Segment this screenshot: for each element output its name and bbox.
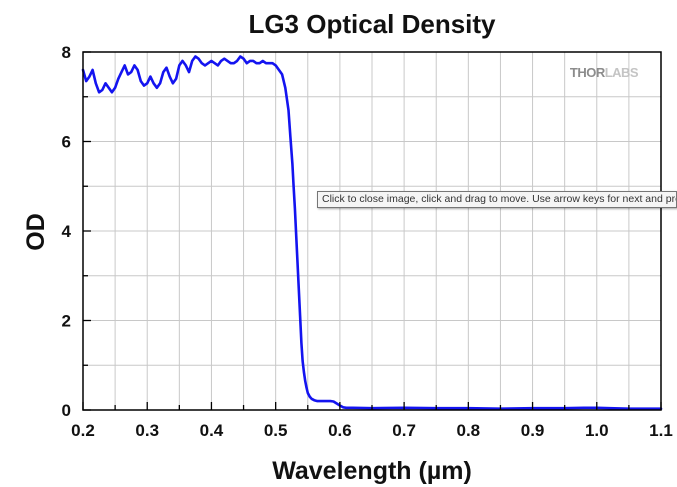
od-series-line <box>81 55 663 410</box>
y-tick-label: 0 <box>62 401 71 420</box>
x-tick-label: 0.2 <box>71 421 95 440</box>
y-axis-label: OD <box>22 213 50 251</box>
image-viewer-tooltip[interactable]: Click to close image, click and drag to … <box>317 191 677 208</box>
x-tick-label: 0.3 <box>135 421 159 440</box>
y-tick-label: 2 <box>62 312 71 331</box>
x-tick-label: 0.6 <box>328 421 352 440</box>
plot-area-frame <box>82 51 662 411</box>
x-tick-label: 0.9 <box>521 421 545 440</box>
y-tick-label: 8 <box>62 43 71 62</box>
x-tick-label: 0.4 <box>200 421 224 440</box>
y-tick-label: 6 <box>62 133 71 152</box>
y-tick-labels: 0 2 4 6 8 <box>62 43 72 420</box>
x-tick-labels: 0.2 0.3 0.4 0.5 0.6 0.7 0.8 0.9 1.0 1.1 <box>71 421 673 440</box>
x-tick-label: 0.5 <box>264 421 288 440</box>
x-tick-label: 0.7 <box>392 421 416 440</box>
chart-title: LG3 Optical Density <box>248 9 496 39</box>
x-tick-label: 1.0 <box>585 421 609 440</box>
x-tick-label: 0.8 <box>457 421 481 440</box>
y-tick-label: 4 <box>62 222 72 241</box>
grid <box>82 51 662 411</box>
watermark-thor: THOR <box>570 65 606 80</box>
x-tick-label: 1.1 <box>649 421 673 440</box>
watermark-logo: THORLABS <box>570 65 640 80</box>
watermark-labs: LABS <box>605 65 639 80</box>
svg-text:THORLABS: THORLABS <box>570 65 639 80</box>
x-axis-label: Wavelength (µm) <box>272 457 472 485</box>
